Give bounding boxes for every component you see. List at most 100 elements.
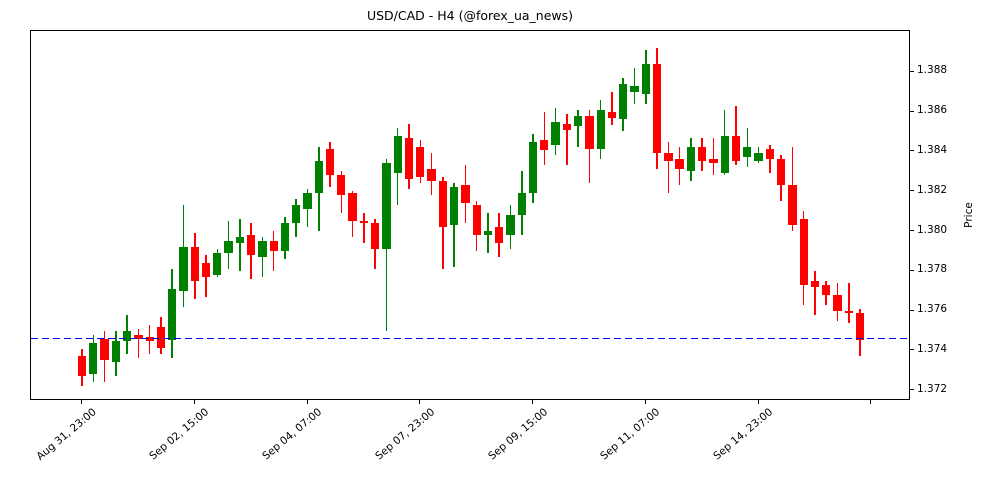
candle-body bbox=[314, 161, 323, 194]
candle-body bbox=[652, 63, 662, 154]
candle-body bbox=[573, 115, 583, 126]
x-tick-label: Sep 14, 23:00 bbox=[711, 406, 776, 463]
candle-body bbox=[641, 63, 650, 94]
candle-body bbox=[731, 135, 741, 162]
x-tick-label: Sep 04, 07:00 bbox=[260, 406, 325, 463]
candle-body bbox=[213, 252, 222, 275]
x-tick-mark bbox=[419, 400, 421, 404]
plot-area bbox=[30, 30, 910, 400]
candle-body bbox=[246, 235, 256, 255]
candle-wick bbox=[363, 213, 365, 243]
x-tick-label: Sep 02, 15:00 bbox=[147, 406, 212, 463]
candle-body bbox=[709, 159, 718, 164]
candle-body bbox=[675, 159, 684, 170]
y-tick-label: 1.382 bbox=[917, 183, 948, 196]
candle-body bbox=[630, 85, 639, 92]
candle-body bbox=[754, 153, 763, 162]
candle-body bbox=[495, 227, 504, 243]
candle-body bbox=[664, 153, 673, 162]
candle-body bbox=[607, 111, 617, 118]
candle-body bbox=[844, 310, 853, 313]
candle-body bbox=[562, 123, 572, 130]
x-tick-label: Aug 31, 23:00 bbox=[34, 406, 99, 463]
y-tick-label: 1.376 bbox=[917, 303, 948, 316]
candle-body bbox=[585, 115, 594, 150]
candle-body bbox=[449, 187, 459, 225]
y-tick-mark bbox=[910, 309, 914, 311]
candle-body bbox=[822, 284, 831, 295]
candle-body bbox=[528, 141, 538, 194]
x-tick-mark bbox=[644, 400, 646, 404]
y-tick-label: 1.378 bbox=[917, 263, 948, 276]
candle-body bbox=[224, 241, 233, 253]
candle-body bbox=[743, 147, 752, 158]
candle-body bbox=[348, 193, 357, 222]
x-tick-label: Sep 11, 07:00 bbox=[598, 406, 663, 463]
candle-body bbox=[156, 326, 166, 349]
candle-wick bbox=[611, 91, 613, 126]
chart-title: USD/CAD - H4 (@forex_ua_news) bbox=[366, 8, 574, 23]
candle-body bbox=[337, 175, 346, 196]
y-tick-label: 1.380 bbox=[917, 223, 948, 236]
candle-body bbox=[404, 137, 414, 180]
candle-wick bbox=[712, 137, 715, 176]
candle-body bbox=[799, 219, 808, 285]
support-line bbox=[31, 337, 909, 340]
candle-body bbox=[596, 109, 605, 150]
candle-body bbox=[855, 312, 865, 341]
candle-body bbox=[303, 193, 312, 210]
candle-body bbox=[517, 193, 526, 216]
candle-body bbox=[506, 215, 515, 235]
candle-body bbox=[810, 280, 820, 287]
candle-body bbox=[235, 237, 245, 243]
candle-body bbox=[698, 147, 707, 162]
candle-body bbox=[483, 231, 493, 235]
candle-body bbox=[540, 139, 549, 150]
y-tick-label: 1.374 bbox=[917, 342, 948, 355]
candle-body bbox=[776, 159, 786, 186]
candle-body bbox=[720, 135, 729, 174]
candle-body bbox=[258, 241, 267, 257]
candle-body bbox=[168, 288, 177, 341]
candle-body bbox=[833, 294, 842, 311]
y-tick-label: 1.372 bbox=[917, 382, 948, 395]
y-tick-mark bbox=[910, 70, 914, 72]
candle-wick bbox=[453, 183, 455, 267]
candle-wick bbox=[814, 270, 816, 315]
candle-wick bbox=[261, 237, 264, 277]
x-tick-label: Sep 07, 23:00 bbox=[373, 406, 438, 463]
y-tick-mark bbox=[910, 389, 914, 391]
y-tick-mark bbox=[910, 230, 914, 231]
candle-body bbox=[551, 121, 560, 146]
x-tick-mark bbox=[193, 400, 195, 404]
candle-body bbox=[619, 83, 628, 120]
candle-body bbox=[427, 169, 436, 182]
candle-body bbox=[179, 246, 188, 291]
x-tick-mark bbox=[81, 400, 82, 404]
candle-body bbox=[438, 181, 447, 228]
candle-body bbox=[371, 223, 380, 249]
y-tick-label: 1.384 bbox=[917, 143, 948, 156]
candle-body bbox=[765, 149, 774, 160]
candle-body bbox=[100, 338, 109, 361]
y-tick-mark bbox=[910, 269, 914, 271]
candle-body bbox=[472, 205, 481, 236]
y-tick-label: 1.388 bbox=[917, 64, 948, 77]
candle-wick bbox=[667, 141, 670, 194]
y-tick-mark bbox=[910, 349, 914, 351]
candle-body bbox=[382, 163, 391, 249]
candle-body bbox=[77, 356, 87, 377]
candle-body bbox=[416, 147, 425, 178]
candle-wick bbox=[577, 109, 579, 148]
candle-wick bbox=[566, 113, 568, 166]
x-tick-mark bbox=[306, 400, 308, 404]
candle-body bbox=[788, 185, 797, 225]
candle-wick bbox=[735, 105, 737, 166]
candle-body bbox=[461, 185, 470, 204]
x-tick-mark bbox=[870, 400, 872, 404]
candle-wick bbox=[848, 282, 850, 323]
x-tick-mark bbox=[757, 400, 759, 404]
candle-wick bbox=[543, 111, 546, 166]
x-tick-mark bbox=[532, 400, 533, 404]
